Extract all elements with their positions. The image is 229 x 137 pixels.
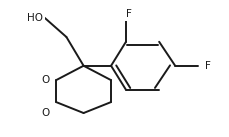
Text: HO: HO (27, 13, 44, 23)
Text: O: O (42, 108, 50, 118)
Text: O: O (42, 75, 50, 85)
Text: F: F (205, 61, 211, 71)
Text: F: F (126, 9, 132, 19)
